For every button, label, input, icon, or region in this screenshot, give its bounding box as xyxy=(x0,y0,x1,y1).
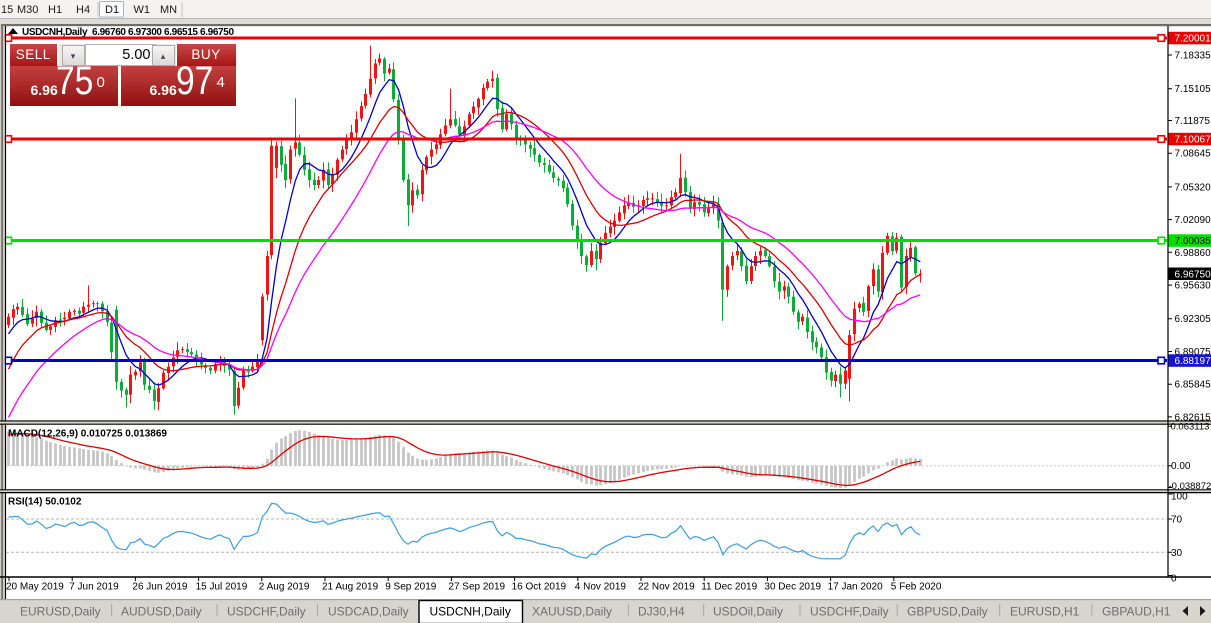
svg-text:15 Jul 2019: 15 Jul 2019 xyxy=(196,582,248,593)
svg-text:USDCAD,Daily: USDCAD,Daily xyxy=(328,605,409,619)
svg-text:XAUUSD,Daily: XAUUSD,Daily xyxy=(532,605,612,619)
svg-text:7.11875: 7.11875 xyxy=(1175,116,1211,127)
svg-text:7 Jun 2019: 7 Jun 2019 xyxy=(69,582,119,593)
svg-text:USDOil,Daily: USDOil,Daily xyxy=(713,605,783,619)
svg-text:AUDUSD,Daily: AUDUSD,Daily xyxy=(121,605,202,619)
svg-text:EURUSD,H1: EURUSD,H1 xyxy=(1010,605,1080,619)
svg-text:7.00035: 7.00035 xyxy=(1175,236,1211,247)
svg-text:17 Jan 2020: 17 Jan 2020 xyxy=(828,582,883,593)
svg-text:2 Aug 2019: 2 Aug 2019 xyxy=(259,582,310,593)
svg-text:100: 100 xyxy=(1171,492,1188,503)
svg-text:GBPAUD,H1: GBPAUD,H1 xyxy=(1102,605,1171,619)
svg-text:EURUSD,Daily: EURUSD,Daily xyxy=(20,605,101,619)
svg-text:7.18335: 7.18335 xyxy=(1175,51,1211,62)
svg-text:7.05320: 7.05320 xyxy=(1175,182,1211,193)
svg-text:USDCNH,Daily: USDCNH,Daily xyxy=(430,605,511,619)
svg-text:USDCHF,Daily: USDCHF,Daily xyxy=(227,605,306,619)
svg-text:6.88197: 6.88197 xyxy=(1175,356,1211,367)
svg-text:7.08645: 7.08645 xyxy=(1175,149,1211,160)
svg-text:H1: H1 xyxy=(48,4,62,16)
svg-text:6.98860: 6.98860 xyxy=(1175,248,1211,259)
svg-text:GBPUSD,Daily: GBPUSD,Daily xyxy=(907,605,988,619)
svg-text:0.063113: 0.063113 xyxy=(1171,422,1210,433)
svg-text:MACD(12,26,9) 0.010725 0.01386: MACD(12,26,9) 0.010725 0.013869 xyxy=(8,429,167,440)
svg-text:USDCNH,Daily 6.96760 6.97300: USDCNH,Daily 6.96760 6.97300 6.96515 6.9… xyxy=(22,27,234,38)
svg-text:11 Dec 2019: 11 Dec 2019 xyxy=(701,582,757,593)
svg-text:0.00: 0.00 xyxy=(1171,461,1191,472)
svg-text:USDCHF,Daily: USDCHF,Daily xyxy=(810,605,889,619)
svg-text:H4: H4 xyxy=(76,4,90,16)
svg-text:W1: W1 xyxy=(134,4,151,16)
svg-text:6.85845: 6.85845 xyxy=(1175,380,1211,391)
svg-text:21 Aug 2019: 21 Aug 2019 xyxy=(322,582,379,593)
svg-text:-0.038872: -0.038872 xyxy=(1169,481,1211,492)
svg-text:0: 0 xyxy=(1171,574,1177,585)
svg-text:15: 15 xyxy=(1,4,13,16)
svg-text:9 Sep 2019: 9 Sep 2019 xyxy=(385,582,437,593)
svg-text:70: 70 xyxy=(1171,515,1183,526)
svg-text:22 Nov 2019: 22 Nov 2019 xyxy=(638,582,695,593)
svg-text:7.20001: 7.20001 xyxy=(1175,34,1211,45)
svg-text:DJ30,H4: DJ30,H4 xyxy=(638,605,685,619)
svg-text:16 Oct 2019: 16 Oct 2019 xyxy=(512,582,567,593)
svg-text:M30: M30 xyxy=(17,4,38,16)
svg-text:30 Dec 2019: 30 Dec 2019 xyxy=(764,582,821,593)
svg-text:4 Nov 2019: 4 Nov 2019 xyxy=(575,582,627,593)
svg-text:7.10067: 7.10067 xyxy=(1175,135,1211,146)
svg-text:MN: MN xyxy=(160,4,177,16)
svg-text:6.82615: 6.82615 xyxy=(1175,412,1211,423)
svg-text:7.15105: 7.15105 xyxy=(1175,84,1211,95)
svg-text:7.02090: 7.02090 xyxy=(1175,215,1211,226)
svg-text:6.89075: 6.89075 xyxy=(1175,347,1211,358)
svg-text:30: 30 xyxy=(1171,548,1183,559)
svg-text:26 Jun 2019: 26 Jun 2019 xyxy=(132,582,187,593)
svg-text:RSI(14) 50.0102: RSI(14) 50.0102 xyxy=(8,497,82,508)
svg-text:6.92305: 6.92305 xyxy=(1175,314,1211,325)
svg-text:5 Feb 2020: 5 Feb 2020 xyxy=(891,582,942,593)
svg-text:6.96750: 6.96750 xyxy=(1175,269,1211,280)
svg-text:20 May 2019: 20 May 2019 xyxy=(6,582,64,593)
svg-text:6.95630: 6.95630 xyxy=(1175,281,1211,292)
svg-text:27 Sep 2019: 27 Sep 2019 xyxy=(448,582,505,593)
svg-text:D1: D1 xyxy=(105,4,119,16)
